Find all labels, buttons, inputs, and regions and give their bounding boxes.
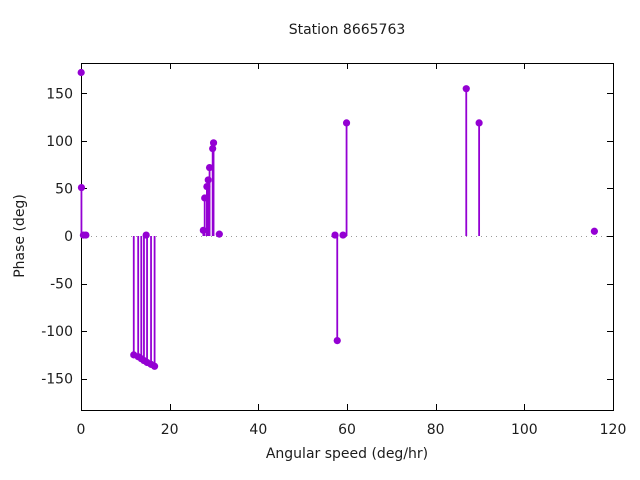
data-point (215, 230, 223, 238)
data-point (209, 139, 218, 147)
data-point (342, 119, 351, 127)
x-tick-label: 0 (77, 422, 86, 438)
data-point (209, 144, 217, 153)
y-tick-label: -100 (41, 324, 73, 340)
x-tick-label: 120 (600, 422, 627, 438)
x-axis-label: Angular speed (deg/hr) (265, 446, 429, 462)
y-tick-label: 50 (55, 181, 73, 197)
data-point (82, 231, 90, 239)
data-point (150, 362, 159, 370)
data-point (339, 231, 347, 239)
x-tick-label: 60 (338, 422, 356, 438)
data-point (204, 176, 212, 184)
y-tick-label: 150 (46, 86, 73, 102)
data-point (331, 231, 339, 239)
data-point (142, 231, 150, 239)
data-point (201, 194, 209, 202)
y-tick-label: 0 (64, 229, 73, 245)
data-point (77, 183, 86, 192)
chart-title: Station 8665763 (288, 22, 406, 38)
y-tick-label: -150 (41, 372, 73, 388)
data-point (199, 226, 207, 234)
data-point (205, 163, 214, 172)
x-tick-label: 80 (427, 422, 445, 438)
data-point (475, 119, 483, 127)
y-tick-label: -50 (50, 277, 73, 293)
data-point (333, 337, 341, 345)
data-point (462, 85, 470, 93)
x-tick-label: 20 (161, 422, 179, 438)
data-point (77, 68, 85, 77)
x-tick-label: 40 (249, 422, 267, 438)
x-tick-label: 100 (511, 422, 538, 438)
y-tick-label: 100 (46, 134, 73, 150)
data-point (590, 227, 598, 235)
data-point (203, 182, 211, 191)
